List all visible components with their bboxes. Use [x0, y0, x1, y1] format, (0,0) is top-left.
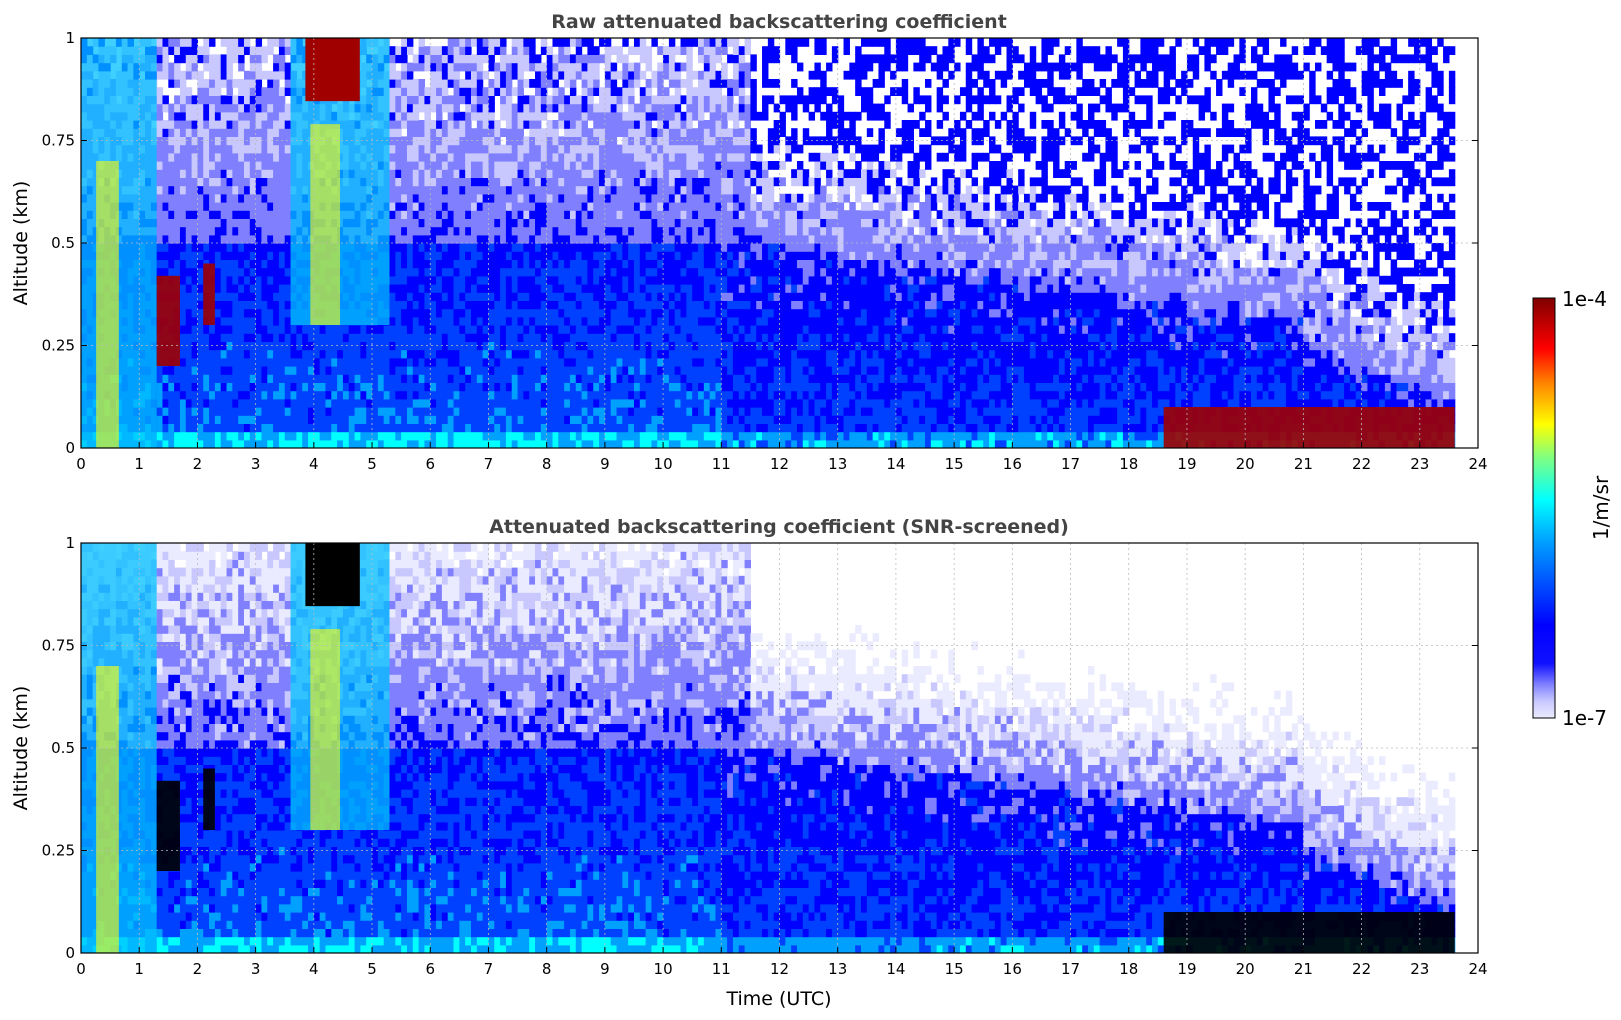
heatmap-feature: [1163, 407, 1455, 448]
x-tick-label: 10: [654, 455, 673, 473]
x-tick-label: 24: [1468, 960, 1487, 978]
x-tick-label: 17: [1061, 960, 1080, 978]
x-tick-label: 23: [1410, 455, 1429, 473]
x-tick-label: 0: [76, 455, 86, 473]
x-tick-label: 14: [886, 455, 905, 473]
x-tick-label: 12: [770, 455, 789, 473]
x-tick-label: 8: [542, 960, 552, 978]
heatmap-feature: [203, 768, 215, 830]
heatmap-feature-top: [305, 543, 360, 607]
x-tick-label: 7: [484, 455, 494, 473]
x-tick-label: 19: [1177, 960, 1196, 978]
heatmap-feature-core: [310, 124, 341, 325]
x-tick-label: 21: [1294, 960, 1313, 978]
x-tick-label: 19: [1177, 455, 1196, 473]
x-tick-label: 18: [1119, 960, 1138, 978]
x-tick-label: 0: [76, 960, 86, 978]
x-tick-label: 22: [1352, 455, 1371, 473]
x-tick-label: 16: [1003, 960, 1022, 978]
y-tick-label: 0.5: [51, 234, 75, 252]
heatmap-feature: [203, 263, 215, 325]
x-tick-label: 2: [193, 960, 203, 978]
x-tick-label: 13: [828, 455, 847, 473]
x-tick-label: 6: [425, 960, 435, 978]
heatmap-feature-core: [310, 629, 341, 830]
heatmap-feature: [156, 275, 180, 366]
y-tick-label: 0.25: [42, 337, 75, 355]
y-tick-label: 1: [65, 29, 75, 47]
colorbar-max-label: 1e-4: [1562, 287, 1607, 311]
heatmap-area: [81, 38, 1478, 448]
x-axis: 0 1 2 3 4 5 6 7 8 9 10 11 12 13 14 15 16 17 18 19 20 21 22 23 24: [76, 947, 1488, 978]
y-tick-label: 0.25: [42, 842, 75, 860]
heatmap-feature: [81, 543, 157, 953]
x-tick-label: 9: [600, 455, 610, 473]
x-tick-label: 7: [484, 960, 494, 978]
x-tick-label: 1: [134, 960, 144, 978]
y-axis: 0 0.25 0.5 0.75 1: [42, 29, 1478, 457]
heatmap-feature-core: [96, 666, 119, 953]
panel-title: Raw attenuated backscattering coefficien…: [551, 11, 1007, 33]
x-tick-label: 8: [542, 455, 552, 473]
heatmap-feature: [81, 38, 157, 448]
panel-raw: Raw attenuated backscattering coefficien…: [10, 11, 1488, 473]
y-axis: 0 0.25 0.5 0.75 1: [42, 534, 1478, 962]
x-tick-label: 9: [600, 960, 610, 978]
x-tick-label: 15: [945, 960, 964, 978]
heatmap-feature-core: [96, 161, 119, 448]
x-tick-label: 23: [1410, 960, 1429, 978]
x-tick-label: 24: [1468, 455, 1487, 473]
y-tick-label: 0: [65, 944, 75, 962]
x-tick-label: 3: [251, 960, 261, 978]
x-tick-label: 6: [425, 455, 435, 473]
x-tick-label: 4: [309, 455, 319, 473]
x-tick-label: 22: [1352, 960, 1371, 978]
x-axis-label: Time (UTC): [725, 988, 831, 1010]
x-tick-label: 16: [1003, 455, 1022, 473]
colorbar: 1e-4 1e-7 1/m/sr: [1532, 287, 1613, 730]
x-tick-label: 20: [1236, 455, 1255, 473]
x-tick-label: 13: [828, 960, 847, 978]
y-tick-label: 0: [65, 439, 75, 457]
x-tick-label: 5: [367, 455, 377, 473]
x-tick-label: 11: [712, 455, 731, 473]
heatmap-feature-top: [305, 38, 360, 102]
x-tick-label: 21: [1294, 455, 1313, 473]
panel-title: Attenuated backscattering coefficient (S…: [489, 516, 1069, 538]
x-tick-label: 3: [251, 455, 261, 473]
y-tick-label: 0.75: [42, 637, 75, 655]
x-tick-label: 15: [945, 455, 964, 473]
heatmap-feature: [1163, 912, 1455, 953]
colorbar-unit-label: 1/m/sr: [1589, 475, 1613, 540]
x-tick-label: 1: [134, 455, 144, 473]
x-tick-label: 12: [770, 960, 789, 978]
x-tick-label: 17: [1061, 455, 1080, 473]
heatmap-feature: [156, 780, 180, 871]
x-tick-label: 11: [712, 960, 731, 978]
x-tick-label: 5: [367, 960, 377, 978]
x-tick-label: 10: [654, 960, 673, 978]
y-axis-label: Altitude (km): [10, 181, 32, 306]
x-axis: 0 1 2 3 4 5 6 7 8 9 10 11 12 13 14 15 16 17 18 19 20 21 22 23 24: [76, 442, 1488, 473]
colorbar-gradient: [1532, 297, 1556, 719]
y-tick-label: 0.5: [51, 739, 75, 757]
colorbar-min-label: 1e-7: [1562, 706, 1607, 730]
grid: [80, 37, 1479, 449]
x-tick-label: 4: [309, 960, 319, 978]
y-tick-label: 1: [65, 534, 75, 552]
grid: [80, 542, 1479, 954]
y-tick-label: 0.75: [42, 132, 75, 150]
x-tick-label: 2: [193, 455, 203, 473]
panel-screened: Attenuated backscattering coefficient (S…: [10, 516, 1488, 1010]
x-tick-label: 20: [1236, 960, 1255, 978]
x-tick-label: 14: [886, 960, 905, 978]
x-tick-label: 18: [1119, 455, 1138, 473]
y-axis-label: Altitude (km): [10, 686, 32, 811]
